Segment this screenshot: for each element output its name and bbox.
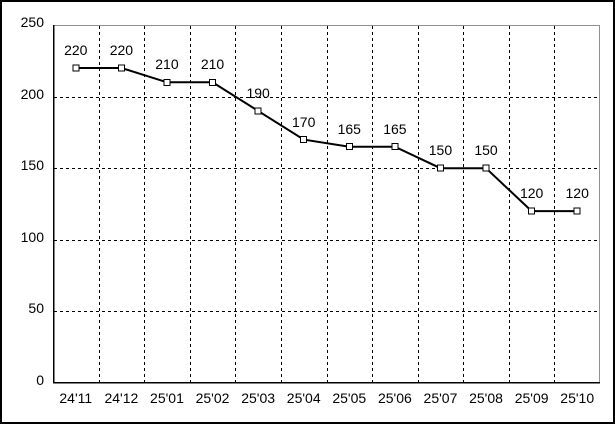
data-label: 150 — [474, 142, 498, 159]
data-label: 120 — [519, 185, 544, 202]
data-label: 210 — [155, 56, 179, 73]
x-axis-tick-label: 25'03 — [241, 390, 276, 406]
x-axis-tick-label: 25'01 — [150, 390, 184, 406]
x-axis-tick-label: 25'07 — [423, 390, 458, 406]
x-axis-tick-label: 25'10 — [560, 390, 595, 406]
data-label: 210 — [200, 56, 225, 73]
data-point-marker — [482, 164, 490, 172]
data-label: 165 — [383, 120, 407, 137]
series-line — [75, 66, 578, 213]
data-label: 190 — [246, 84, 270, 101]
y-axis-tick-label: 50 — [28, 300, 44, 317]
x-axis-tick-label: 25'06 — [377, 390, 412, 406]
data-label: 170 — [292, 113, 316, 130]
data-point-marker — [209, 78, 217, 86]
x-axis-tick-label: 24'11 — [59, 390, 93, 406]
x-axis-tick-label: 25'05 — [332, 390, 367, 406]
y-axis-tick-label: 0 — [36, 372, 44, 388]
data-point-marker — [300, 136, 308, 144]
data-label: 120 — [565, 185, 589, 202]
x-axis-tick-label: 25'08 — [469, 390, 503, 406]
x-axis-tick-label: 25'04 — [286, 390, 321, 406]
y-axis-tick-label: 250 — [20, 14, 44, 30]
y-axis-tick-label: 150 — [20, 157, 44, 174]
data-label: 165 — [337, 120, 361, 137]
data-point-marker — [436, 164, 444, 172]
y-axis-tick-label: 100 — [20, 228, 44, 245]
data-label: 150 — [428, 142, 453, 159]
data-point-marker — [117, 64, 125, 72]
data-point-marker — [573, 207, 581, 215]
data-point-marker — [72, 64, 80, 72]
y-axis-tick-label: 200 — [20, 85, 44, 102]
x-axis-tick-label: 25'02 — [195, 390, 230, 406]
x-axis-tick-label: 24'12 — [104, 390, 139, 406]
data-label: 220 — [109, 41, 134, 58]
data-point-marker — [254, 107, 262, 115]
data-point-marker — [345, 143, 353, 151]
data-point-marker — [528, 207, 536, 215]
data-label: 220 — [64, 41, 88, 58]
data-point-marker — [163, 78, 171, 86]
data-point-marker — [391, 143, 399, 151]
x-axis-tick-label: 25'09 — [514, 390, 549, 406]
